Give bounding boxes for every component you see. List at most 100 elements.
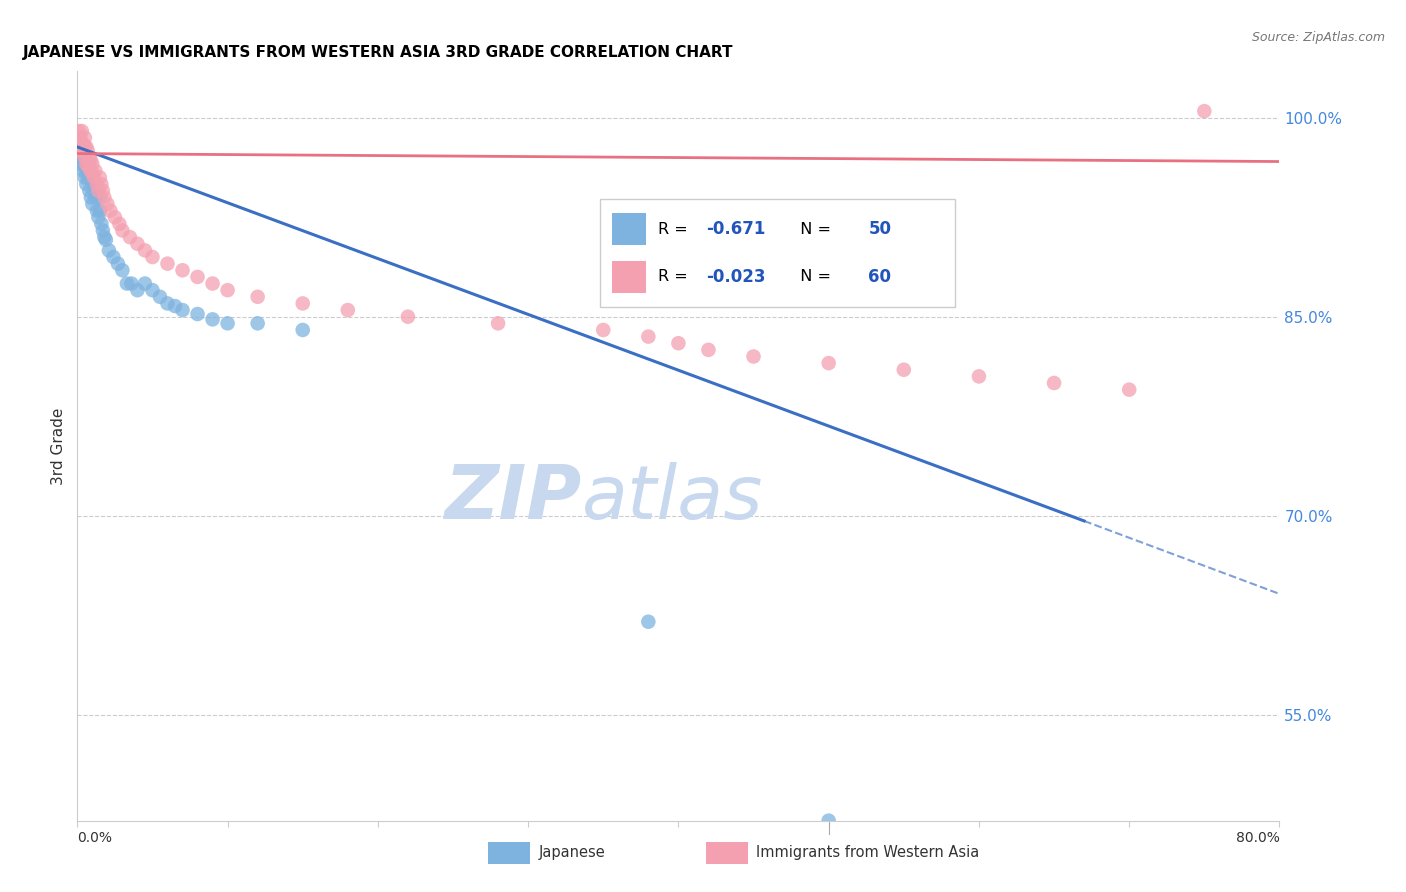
Point xyxy=(291,296,314,310)
Text: ZIP: ZIP xyxy=(444,462,582,535)
Point xyxy=(79,164,101,178)
Point xyxy=(73,170,96,185)
Point xyxy=(103,250,125,264)
Point xyxy=(592,323,614,337)
Point xyxy=(86,177,108,191)
Point xyxy=(149,290,172,304)
Point xyxy=(1043,376,1066,390)
Point xyxy=(817,356,839,370)
Point xyxy=(90,217,112,231)
Point xyxy=(111,263,134,277)
Point xyxy=(70,144,93,158)
Point xyxy=(70,124,93,138)
Point xyxy=(637,329,659,343)
Point xyxy=(172,303,194,318)
Point xyxy=(91,223,114,237)
Text: N =: N = xyxy=(790,221,837,236)
Point xyxy=(73,157,96,171)
Point xyxy=(67,130,90,145)
Point xyxy=(486,316,509,330)
Point xyxy=(89,190,111,204)
Point xyxy=(134,244,156,258)
Point xyxy=(187,307,209,321)
Point xyxy=(100,203,122,218)
Point xyxy=(93,190,115,204)
Point xyxy=(291,323,314,337)
Point xyxy=(79,161,101,176)
Point xyxy=(80,170,103,185)
Point xyxy=(72,144,94,158)
Point xyxy=(80,164,103,178)
Text: 0.0%: 0.0% xyxy=(77,831,112,846)
Point xyxy=(141,283,163,297)
Point xyxy=(83,184,105,198)
Point xyxy=(107,257,129,271)
Point xyxy=(72,153,94,168)
Point xyxy=(163,299,186,313)
Point xyxy=(79,151,101,165)
Point xyxy=(141,250,163,264)
Y-axis label: 3rd Grade: 3rd Grade xyxy=(51,408,66,484)
Point xyxy=(201,312,224,326)
Point xyxy=(172,263,194,277)
FancyBboxPatch shape xyxy=(600,199,955,308)
Text: 80.0%: 80.0% xyxy=(1236,831,1279,846)
Text: 50: 50 xyxy=(869,220,891,238)
Point xyxy=(967,369,990,384)
Point xyxy=(76,157,98,171)
Point xyxy=(246,290,269,304)
Point xyxy=(246,316,269,330)
Point xyxy=(69,130,91,145)
Point xyxy=(70,137,93,152)
Point xyxy=(75,177,97,191)
Point xyxy=(76,157,98,171)
Point xyxy=(118,230,141,244)
Point xyxy=(668,336,690,351)
Point xyxy=(73,140,96,154)
Text: -0.671: -0.671 xyxy=(706,220,765,238)
Text: Immigrants from Western Asia: Immigrants from Western Asia xyxy=(756,846,980,860)
Point xyxy=(82,166,104,180)
Point xyxy=(893,363,915,377)
Point xyxy=(82,177,104,191)
Point xyxy=(73,130,96,145)
Point xyxy=(75,157,97,171)
Text: Japanese: Japanese xyxy=(538,846,605,860)
Point xyxy=(80,153,103,168)
Point xyxy=(75,140,97,154)
Point xyxy=(1194,104,1216,119)
Point xyxy=(67,124,90,138)
Text: Source: ZipAtlas.com: Source: ZipAtlas.com xyxy=(1251,31,1385,45)
Point xyxy=(73,151,96,165)
Point xyxy=(89,170,111,185)
Point xyxy=(69,144,91,158)
Point xyxy=(87,184,110,198)
Text: atlas: atlas xyxy=(582,462,763,534)
Point xyxy=(86,203,108,218)
Point xyxy=(97,244,120,258)
Point xyxy=(108,217,131,231)
FancyBboxPatch shape xyxy=(612,261,645,293)
Point xyxy=(84,190,107,204)
Point xyxy=(80,190,103,204)
Point xyxy=(69,151,91,165)
Text: N =: N = xyxy=(790,269,837,285)
Point xyxy=(76,144,98,158)
Point xyxy=(72,164,94,178)
Point xyxy=(127,236,149,251)
FancyBboxPatch shape xyxy=(612,213,645,245)
Point xyxy=(70,151,93,165)
Text: -0.023: -0.023 xyxy=(706,268,765,286)
Point xyxy=(87,211,110,225)
Point xyxy=(396,310,419,324)
Point xyxy=(67,144,90,158)
Point xyxy=(79,184,101,198)
Point xyxy=(156,296,179,310)
Point xyxy=(817,814,839,828)
Point xyxy=(104,211,127,225)
Point xyxy=(70,157,93,171)
Point xyxy=(90,177,112,191)
Text: JAPANESE VS IMMIGRANTS FROM WESTERN ASIA 3RD GRADE CORRELATION CHART: JAPANESE VS IMMIGRANTS FROM WESTERN ASIA… xyxy=(24,45,734,61)
Point xyxy=(89,203,111,218)
FancyBboxPatch shape xyxy=(488,842,530,864)
